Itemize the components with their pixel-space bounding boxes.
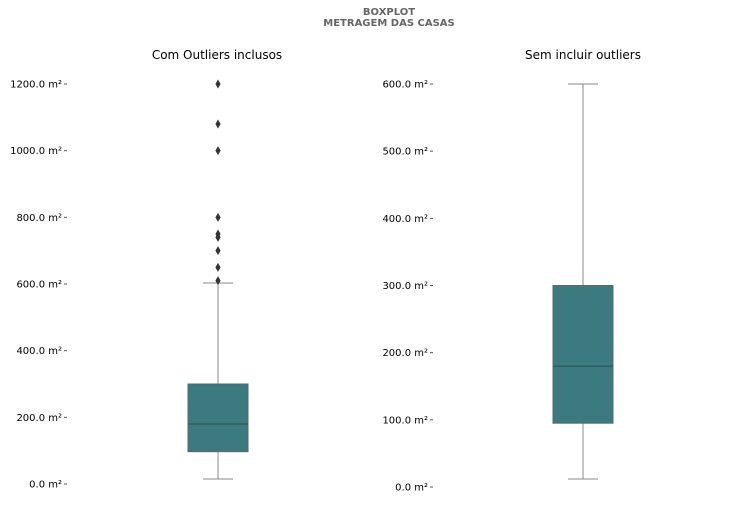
y-tick-label: 400.0 m² — [382, 214, 428, 225]
outlier-point — [215, 119, 221, 129]
outlier-point — [215, 246, 221, 256]
y-tick-label: 600.0 m² — [382, 80, 428, 91]
panel-with-outliers: Com Outliers inclusos 0.0 m² 200.0 m² 400.… — [10, 48, 282, 491]
y-tick-label: 0.0 m² — [395, 483, 428, 494]
y-tick-label: 600.0 m² — [16, 280, 62, 291]
y-tick-label: 100.0 m² — [382, 415, 428, 426]
figure-suptitle-line1: BOXPLOT — [363, 7, 415, 18]
panel-title-without-outliers: Sem incluir outliers — [525, 48, 641, 62]
y-tick-label: 1000.0 m² — [10, 146, 62, 157]
y-tick-label: 1200.0 m² — [10, 80, 62, 91]
y-tick-label: 300.0 m² — [382, 281, 428, 292]
outlier-point — [215, 212, 221, 222]
y-tick-label: 800.0 m² — [16, 213, 62, 224]
y-tick-label: 0.0 m² — [29, 480, 62, 491]
iqr-box — [552, 285, 614, 424]
y-tick-label: 500.0 m² — [382, 147, 428, 158]
outlier-point — [215, 276, 221, 286]
outlier-point — [215, 262, 221, 272]
panel-without-outliers: Sem incluir outliers 0.0 m² 100.0 m² 200.0… — [382, 48, 641, 494]
y-tick-label: 200.0 m² — [16, 413, 62, 424]
iqr-box — [187, 383, 249, 453]
panel-title-with-outliers: Com Outliers inclusos — [152, 48, 282, 62]
figure-suptitle-line2: METRAGEM DAS CASAS — [323, 18, 454, 29]
outlier-point — [215, 229, 221, 239]
outlier-point — [215, 79, 221, 89]
outlier-point — [215, 146, 221, 156]
y-tick-label: 200.0 m² — [382, 348, 428, 359]
y-tick-label: 400.0 m² — [16, 346, 62, 357]
